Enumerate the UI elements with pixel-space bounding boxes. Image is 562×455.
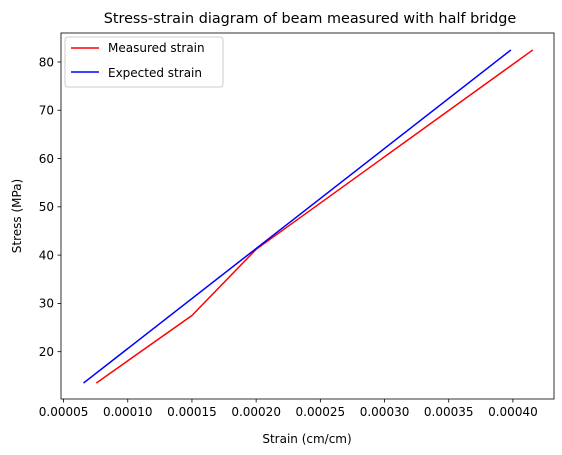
legend-label-expected: Expected strain [108, 66, 202, 80]
y-tick-label: 30 [39, 297, 54, 311]
y-axis-label: Stress (MPa) [10, 179, 24, 253]
x-tick-label: 0.00015 [167, 405, 217, 419]
x-tick-label: 0.00010 [103, 405, 153, 419]
legend-box [64, 36, 224, 88]
x-tick-label: 0.00005 [39, 405, 89, 419]
x-tick-label: 0.00040 [488, 405, 538, 419]
chart-title: Stress-strain diagram of beam measured w… [104, 11, 517, 27]
y-tick-label: 60 [39, 152, 54, 166]
x-tick-label: 0.00035 [424, 405, 474, 419]
series-lines [83, 49, 534, 384]
legend-label-measured: Measured strain [108, 41, 205, 55]
legend: Measured strain Expected strain [64, 36, 224, 88]
x-tick-label: 0.00030 [360, 405, 410, 419]
series-line-expected [83, 49, 512, 384]
axes-frame [60, 32, 555, 400]
x-axis-label: Strain (cm/cm) [262, 432, 351, 446]
y-tick-label: 50 [39, 200, 54, 214]
series-line-measured [95, 49, 534, 384]
y-axis-ticks: 20 30 40 50 60 70 80 [39, 55, 61, 359]
y-tick-label: 20 [39, 345, 54, 359]
x-axis-ticks: 0.00005 0.00010 0.00015 0.00020 0.00025 0.000… [39, 399, 538, 419]
y-tick-label: 80 [39, 55, 54, 69]
y-tick-label: 40 [39, 248, 54, 262]
x-tick-label: 0.00025 [296, 405, 346, 419]
x-tick-label: 0.00020 [231, 405, 281, 419]
y-tick-label: 70 [39, 104, 54, 118]
axes-border [60, 32, 555, 400]
